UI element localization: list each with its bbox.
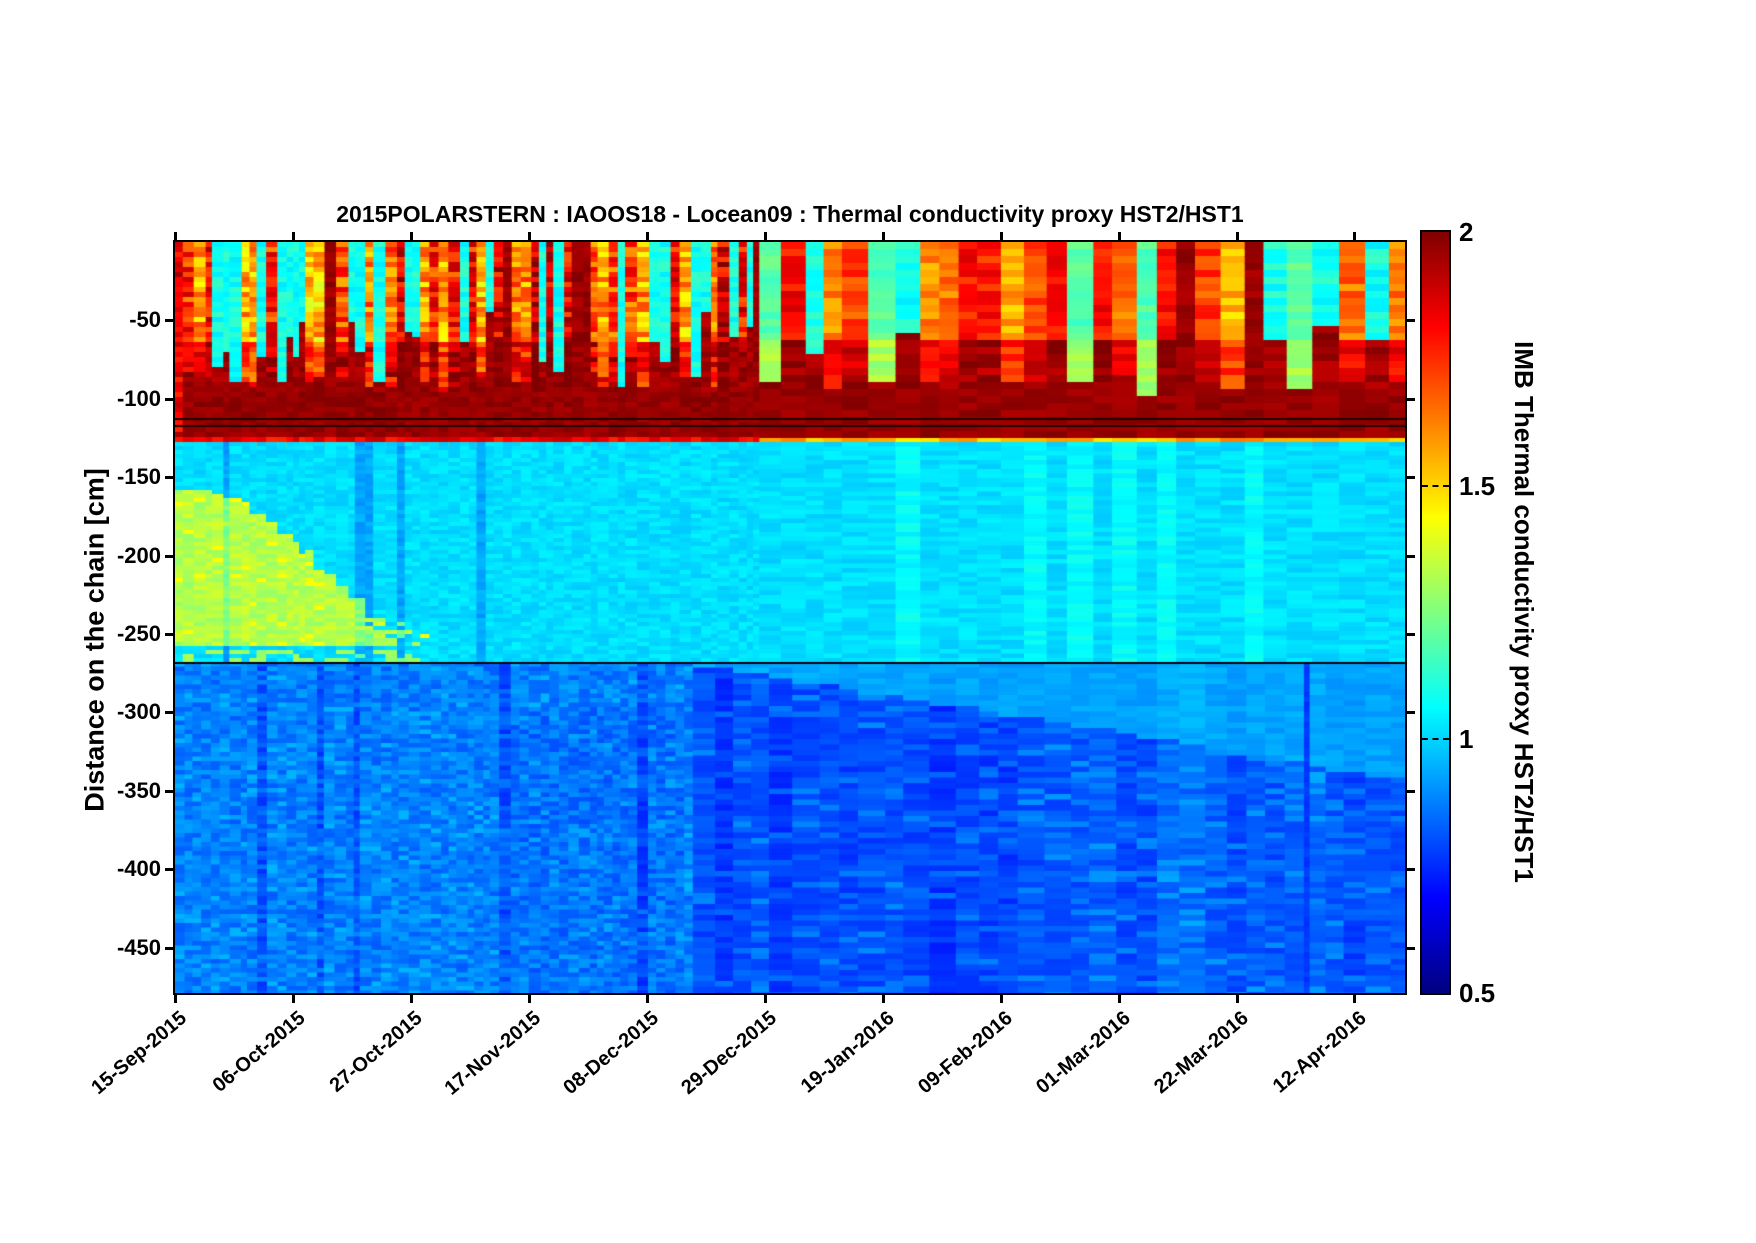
x-tick-top xyxy=(409,232,413,240)
x-tick-bottom xyxy=(527,995,531,1003)
x-tick-bottom xyxy=(645,995,649,1003)
y-tick-label: -300 xyxy=(116,699,161,725)
x-tick-top xyxy=(174,232,177,240)
x-tick-top xyxy=(645,232,649,240)
y-tick-label: -150 xyxy=(116,464,161,490)
x-tick-top xyxy=(999,232,1003,240)
chart-title: 2015POLARSTERN : IAOOS18 - Locean09 : Th… xyxy=(336,201,1244,227)
y-tick-label: -200 xyxy=(116,542,161,568)
y-tick-left xyxy=(165,868,173,872)
x-tick-label: 06-Oct-2015 xyxy=(208,1007,310,1097)
x-tick-top xyxy=(527,232,531,240)
y-tick-left xyxy=(165,711,173,715)
y-tick-left xyxy=(165,319,173,323)
y-tick-left xyxy=(165,397,173,401)
x-tick-label: 01-Mar-2016 xyxy=(1031,1007,1135,1099)
x-tick-label: 29-Dec-2015 xyxy=(677,1007,781,1099)
y-tick-right xyxy=(1407,397,1415,401)
x-tick-label: 19-Jan-2016 xyxy=(796,1007,899,1098)
y-tick-right xyxy=(1407,868,1415,872)
y-tick-left xyxy=(165,476,173,480)
y-tick-label: -50 xyxy=(129,307,161,333)
y-tick-right xyxy=(1407,632,1415,636)
y-tick-right xyxy=(1407,789,1415,793)
y-tick-label: -250 xyxy=(116,620,161,646)
x-tick-bottom xyxy=(1235,995,1239,1003)
y-tick-label: -100 xyxy=(116,385,161,411)
y-tick-left xyxy=(165,632,173,636)
y-tick-left xyxy=(165,946,173,950)
colorbar-tick-label: 2 xyxy=(1459,217,1474,247)
x-tick-bottom xyxy=(1353,995,1357,1003)
y-tick-right xyxy=(1407,711,1415,715)
heatmap-canvas xyxy=(175,242,1405,993)
colorbar-dashed-line-1p5 xyxy=(1422,485,1449,487)
y-tick-label: -450 xyxy=(116,934,161,960)
y-tick-right xyxy=(1407,476,1415,480)
colorbar-tick-label: 1 xyxy=(1459,724,1474,755)
x-tick-bottom xyxy=(763,995,767,1003)
x-tick-top xyxy=(1235,232,1239,240)
x-tick-bottom xyxy=(1117,995,1121,1003)
x-tick-bottom xyxy=(174,995,177,1003)
x-tick-bottom xyxy=(881,995,885,1003)
x-tick-top xyxy=(1353,232,1357,240)
colorbar-tick-label: 1.5 xyxy=(1459,470,1496,501)
y-tick-right xyxy=(1407,319,1415,323)
colorbar-dashed-line-1 xyxy=(1422,738,1449,740)
colorbar-label: IMB Thermal conductivity proxy HST2/HST1 xyxy=(1509,341,1539,883)
y-tick-right xyxy=(1407,554,1415,558)
x-tick-top xyxy=(763,232,767,240)
y-tick-left xyxy=(165,554,173,558)
y-tick-left xyxy=(165,789,173,793)
x-tick-bottom xyxy=(291,995,295,1003)
plot-area xyxy=(173,240,1407,995)
x-tick-label: 08-Dec-2015 xyxy=(559,1007,663,1099)
y-tick-right xyxy=(1407,946,1415,950)
colorbar xyxy=(1420,230,1451,995)
x-tick-bottom xyxy=(999,995,1003,1003)
x-tick-label: 22-Mar-2016 xyxy=(1149,1007,1253,1099)
x-tick-top xyxy=(1117,232,1121,240)
x-tick-label: 15-Sep-2015 xyxy=(87,1007,192,1099)
colorbar-tick-label: 0.5 xyxy=(1459,978,1496,1008)
x-tick-label: 09-Feb-2016 xyxy=(914,1007,1017,1099)
x-tick-label: 17-Nov-2015 xyxy=(440,1007,545,1100)
x-tick-top xyxy=(291,232,295,240)
y-tick-label: -400 xyxy=(116,856,161,882)
y-tick-label: -350 xyxy=(116,777,161,803)
x-tick-label: 12-Apr-2016 xyxy=(1268,1007,1371,1098)
x-tick-bottom xyxy=(409,995,413,1003)
x-tick-top xyxy=(881,232,885,240)
x-tick-label: 27-Oct-2015 xyxy=(326,1007,428,1097)
